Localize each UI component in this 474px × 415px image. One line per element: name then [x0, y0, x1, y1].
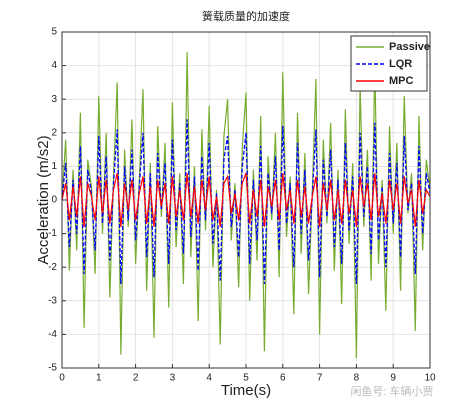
y-tick-label: 1: [51, 161, 57, 172]
y-tick-label: -1: [48, 228, 57, 239]
legend-label: Passive: [389, 41, 430, 53]
y-tick-label: 0: [51, 195, 57, 206]
x-tick-label: 4: [206, 373, 212, 384]
y-tick-label: 4: [51, 60, 57, 71]
x-tick-label: 6: [280, 373, 286, 384]
x-tick-label: 2: [133, 373, 139, 384]
y-tick-label: -2: [48, 262, 57, 273]
x-axis-label: Time(s): [221, 382, 271, 399]
y-tick-label: 2: [51, 127, 57, 138]
y-tick-label: -4: [48, 329, 57, 340]
x-tick-label: 3: [170, 373, 176, 384]
series-line: [61, 119, 431, 285]
x-tick-label: 0: [59, 373, 65, 384]
y-tick-label: 5: [51, 27, 57, 38]
chart-title: 簧载质量的加速度: [202, 9, 290, 23]
x-tick-label: 9: [390, 373, 396, 384]
plot-frame: [61, 31, 431, 369]
x-tick-label: 8: [354, 373, 360, 384]
series-line: [61, 172, 431, 227]
y-axis-label: Acceleration (m/s2): [35, 135, 52, 264]
x-tick-label: 7: [317, 373, 323, 384]
x-tick-label: 1: [96, 373, 102, 384]
watermark: 闲鱼号: 车辆小贾: [350, 384, 433, 398]
y-tick-label: -5: [48, 363, 57, 374]
legend-label: MPC: [389, 75, 414, 87]
x-tick-label: 10: [424, 373, 436, 384]
y-tick-label: 3: [51, 94, 57, 105]
y-tick-label: -3: [48, 295, 57, 306]
x-tick-label: 5: [243, 373, 249, 384]
legend-label: LQR: [389, 58, 412, 70]
